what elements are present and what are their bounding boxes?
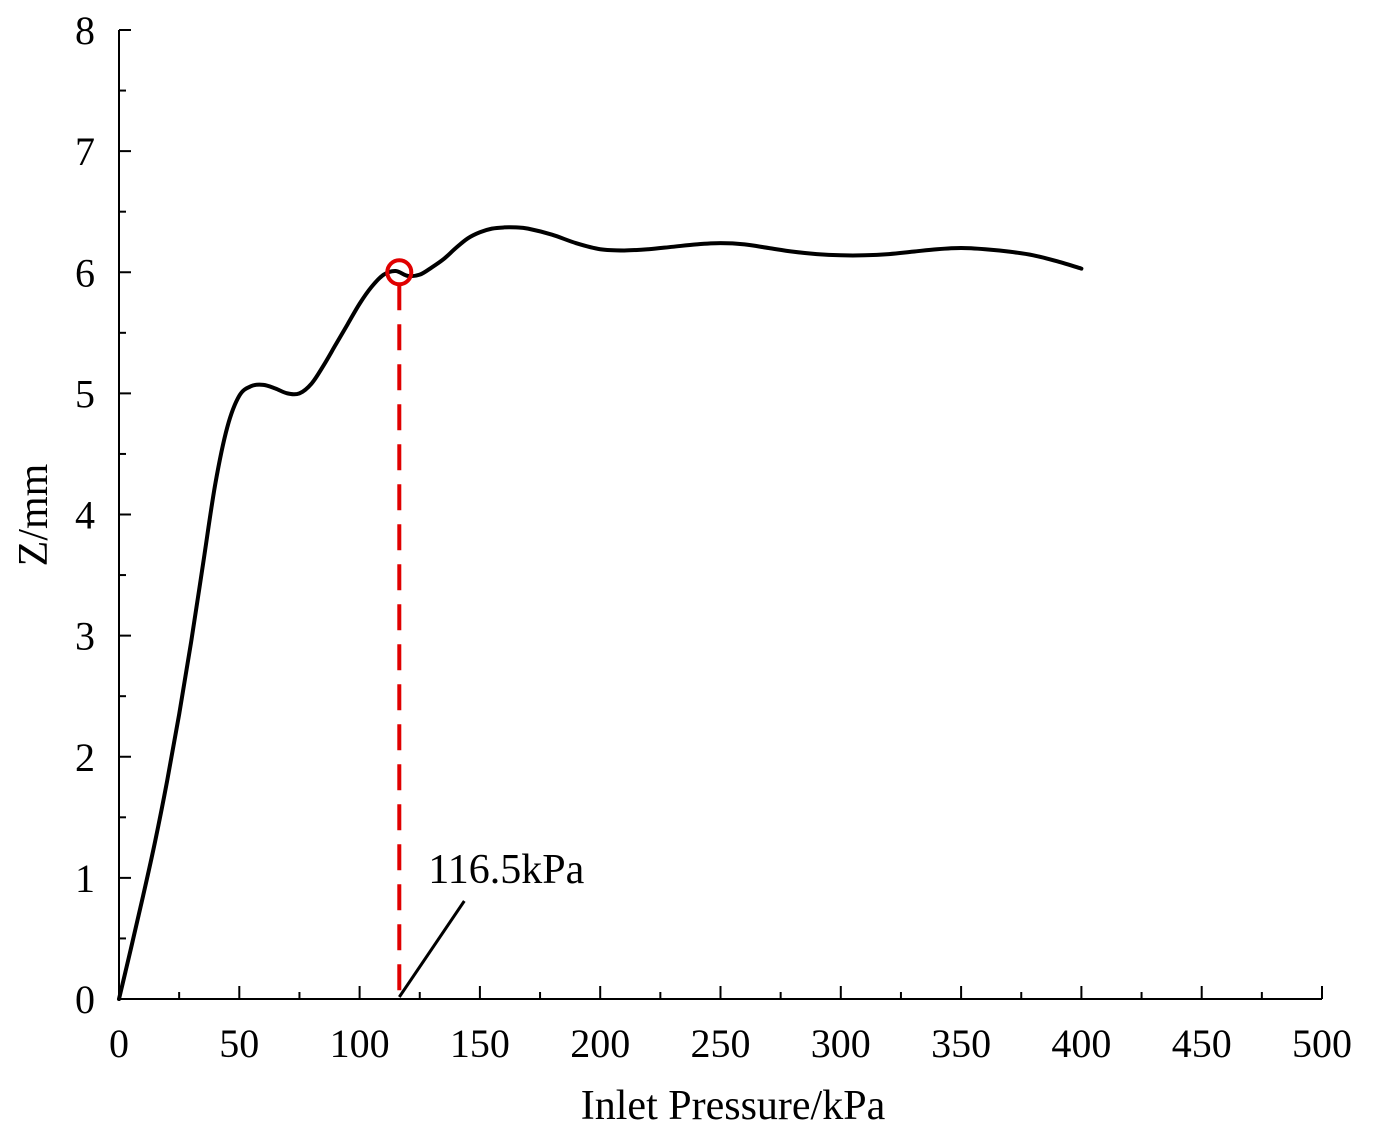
y-tick-label: 2 — [75, 735, 95, 780]
y-axis-label: Z/mm — [11, 463, 57, 566]
x-tick-label: 0 — [109, 1021, 129, 1066]
annotation-marker — [385, 258, 414, 287]
y-axis-ticks: 0 1 2 3 4 5 6 7 8 — [75, 8, 131, 1022]
x-tick-label: 150 — [450, 1021, 510, 1066]
x-axis-ticks: 0 50 100 150 200 250 300 350 400 450 500 — [109, 986, 1352, 1066]
x-tick-label: 350 — [931, 1021, 991, 1066]
annotation-label: 116.5kPa — [428, 847, 584, 893]
annotation-leader-line — [398, 900, 466, 998]
y-tick-label: 7 — [75, 129, 95, 174]
y-tick-label: 4 — [75, 493, 95, 538]
axes — [118, 30, 1322, 1000]
x-tick-label: 300 — [811, 1021, 871, 1066]
x-tick-label: 250 — [691, 1021, 751, 1066]
x-tick-label: 50 — [219, 1021, 259, 1066]
x-tick-label: 400 — [1051, 1021, 1111, 1066]
x-tick-label: 200 — [570, 1021, 630, 1066]
x-tick-label: 100 — [330, 1021, 390, 1066]
x-tick-label: 450 — [1172, 1021, 1232, 1066]
series-group — [117, 225, 1084, 1001]
y-tick-label: 5 — [75, 371, 95, 416]
x-tick-label: 500 — [1292, 1021, 1352, 1066]
x-axis-label: Inlet Pressure/kPa — [581, 1083, 886, 1129]
y-tick-label: 1 — [75, 856, 95, 901]
y-tick-label: 0 — [75, 977, 95, 1022]
y-tick-label: 8 — [75, 8, 95, 53]
series-line-z — [117, 225, 1084, 1001]
annotation-group: 116.5kPa — [385, 258, 585, 999]
y-tick-label: 3 — [75, 614, 95, 659]
y-tick-label: 6 — [75, 250, 95, 295]
